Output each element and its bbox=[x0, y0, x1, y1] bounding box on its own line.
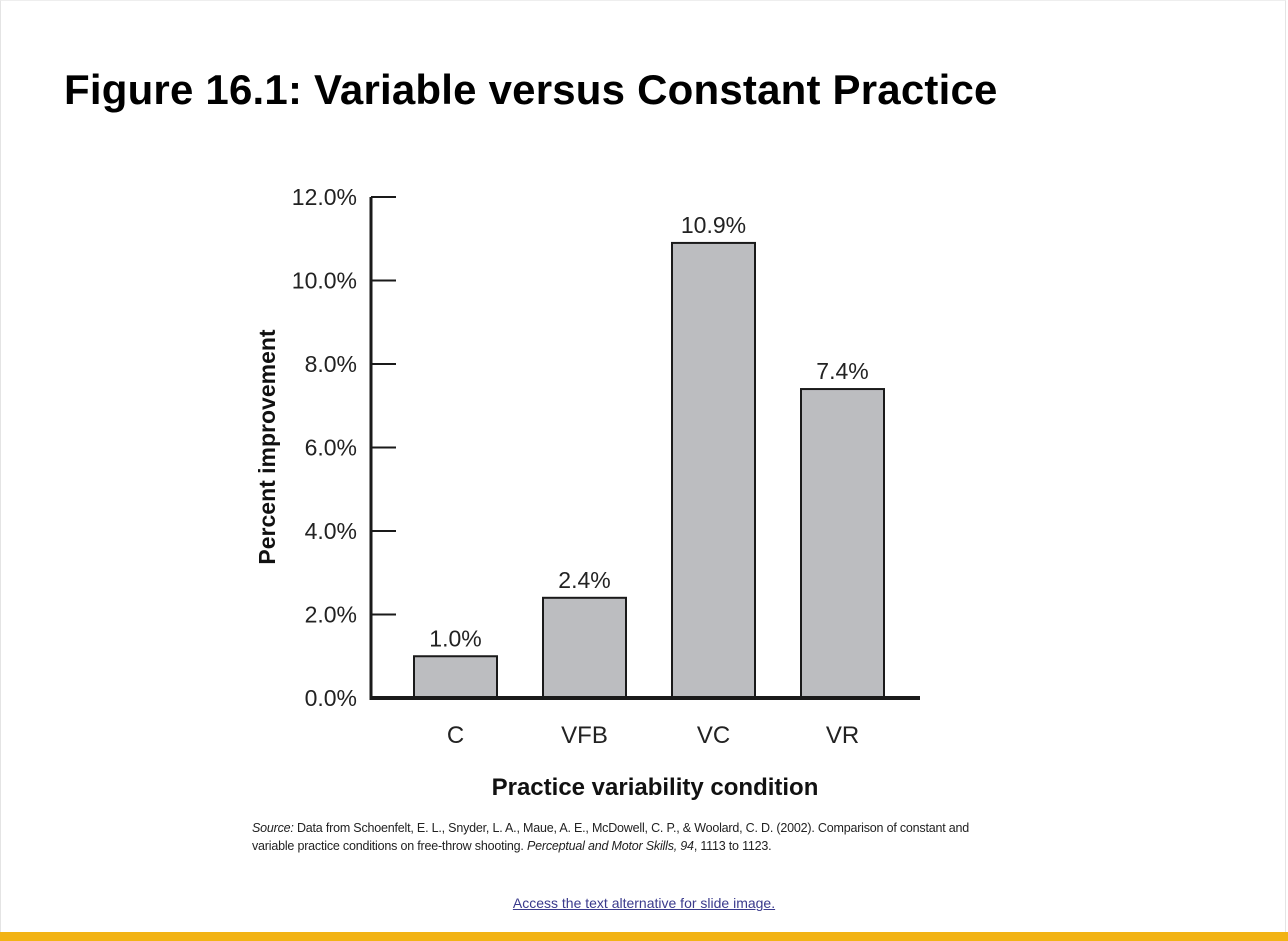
accent-bar bbox=[0, 932, 1288, 941]
y-tick-label: 10.0% bbox=[292, 268, 357, 294]
y-tick-label: 12.0% bbox=[292, 184, 357, 210]
y-tick-label: 0.0% bbox=[305, 685, 357, 711]
x-tick-label: VC bbox=[697, 722, 730, 749]
source-volume: 94 bbox=[680, 839, 694, 853]
y-tick-label: 6.0% bbox=[305, 435, 357, 461]
source-pages: , 1113 to 1123. bbox=[693, 839, 772, 853]
data-label: 2.4% bbox=[558, 567, 610, 593]
source-journal: Perceptual and Motor Skills, bbox=[526, 839, 678, 853]
bar-c bbox=[413, 655, 498, 699]
bar-vc bbox=[671, 241, 756, 700]
x-axis-title: Practice variability condition bbox=[492, 774, 819, 801]
source-citation: Source: Data from Schoenfelt, E. L., Sny… bbox=[252, 819, 972, 855]
bar-vr bbox=[800, 388, 885, 699]
y-tick-label: 4.0% bbox=[305, 518, 357, 544]
source-text: Data from Schoenfelt, E. L., Snyder, L. … bbox=[252, 821, 970, 853]
data-label: 10.9% bbox=[681, 212, 746, 238]
slide-title: Figure 16.1: Variable versus Constant Pr… bbox=[64, 66, 998, 113]
x-tick-label: VR bbox=[826, 722, 859, 749]
data-label: 1.0% bbox=[429, 625, 481, 651]
source-label: Source: bbox=[252, 821, 294, 835]
x-tick-label: VFB bbox=[561, 722, 608, 749]
x-tick-label: C bbox=[447, 722, 464, 749]
data-label: 7.4% bbox=[816, 358, 868, 384]
y-tick-label: 2.0% bbox=[305, 602, 357, 628]
y-tick-label: 8.0% bbox=[305, 351, 357, 377]
text-alternative-link[interactable]: Access the text alternative for slide im… bbox=[512, 895, 776, 911]
y-axis-title: Percent improvement bbox=[254, 329, 280, 565]
bar-vfb bbox=[542, 596, 627, 699]
text-alternative-link-wrap: Access the text alternative for slide im… bbox=[0, 895, 1288, 911]
